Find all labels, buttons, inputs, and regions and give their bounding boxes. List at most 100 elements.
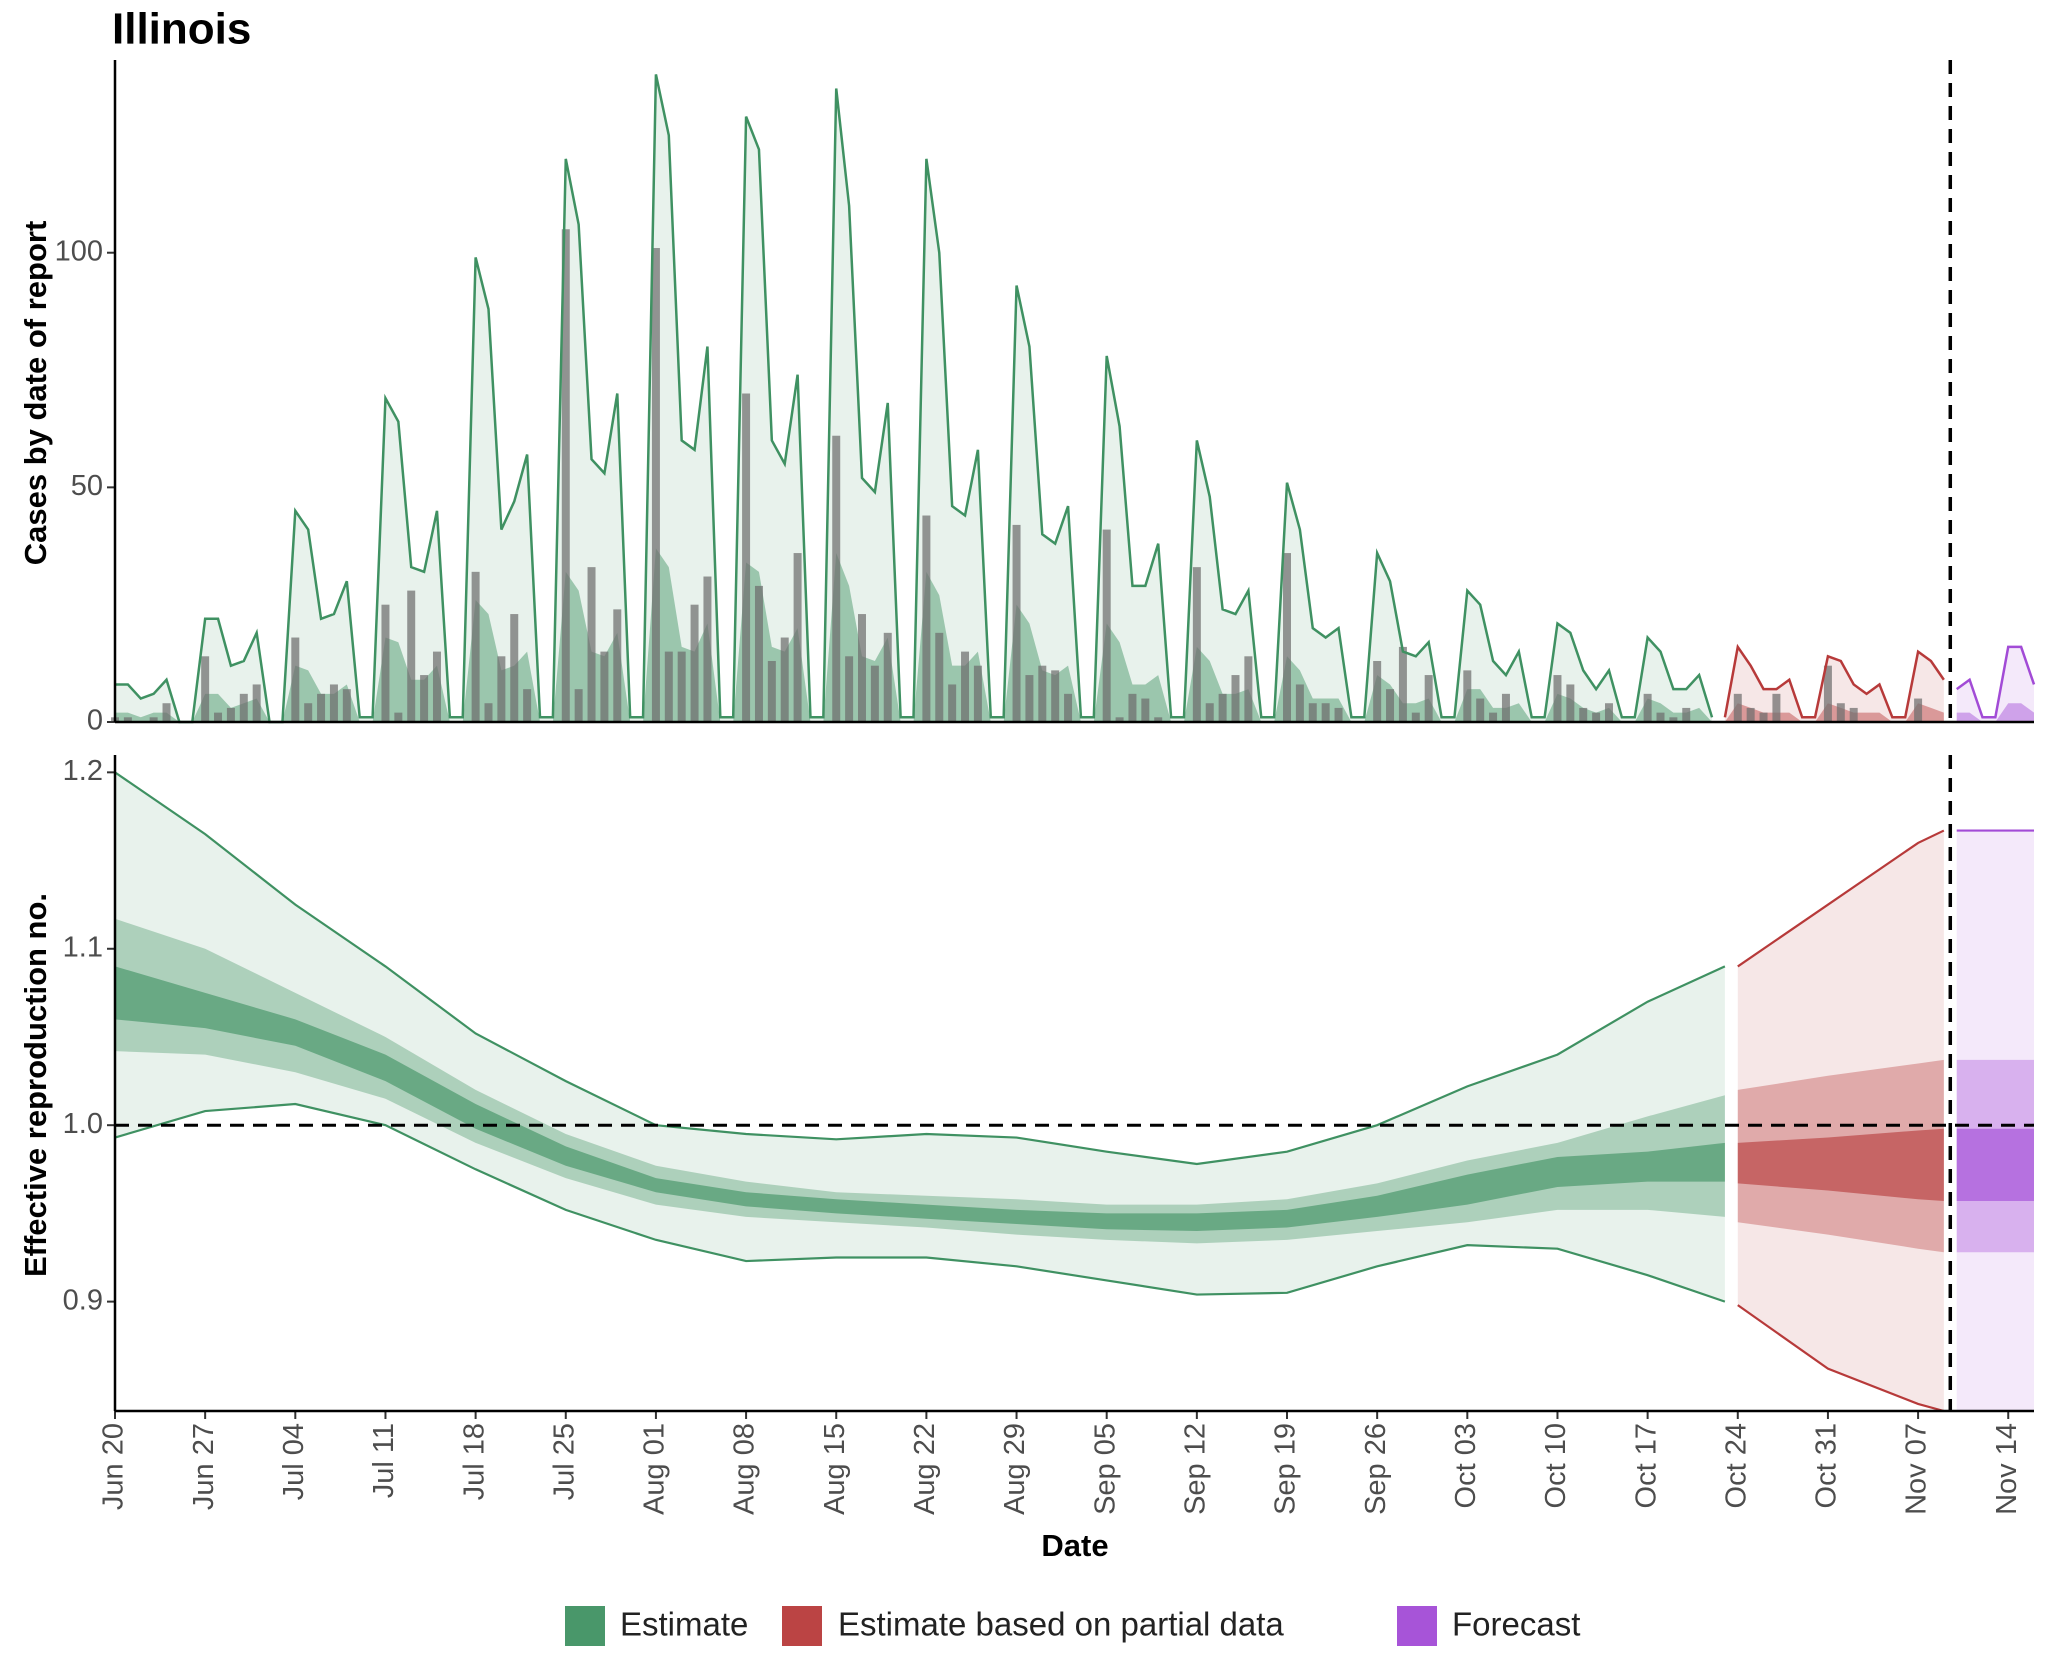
x-tick-label: Nov 14 [1991, 1423, 2023, 1515]
y-tick-label: 1.2 [63, 755, 103, 787]
bar [1218, 693, 1227, 722]
bar [1476, 698, 1485, 722]
bar [1373, 660, 1382, 722]
bar [484, 703, 493, 722]
x-tick-label: Aug 08 [729, 1423, 761, 1515]
bar [510, 614, 519, 722]
y-tick-label: 0.9 [63, 1284, 103, 1316]
bar [1115, 717, 1124, 722]
bar [651, 248, 660, 722]
bar [420, 675, 429, 722]
bar [948, 684, 957, 722]
bar [239, 693, 248, 722]
upper-band [115, 74, 1713, 722]
bar [574, 689, 583, 722]
bar [587, 567, 596, 722]
bar [1205, 703, 1214, 722]
bar [226, 707, 235, 722]
bar [317, 693, 326, 722]
bar [1489, 712, 1498, 722]
bar [1463, 670, 1472, 722]
bar [1592, 712, 1601, 722]
ci-edge [114, 1102, 1726, 1303]
bar [252, 684, 261, 722]
x-tick-label: Oct 17 [1630, 1423, 1662, 1508]
bar [1025, 675, 1034, 722]
bar [291, 637, 300, 722]
bar [1759, 712, 1768, 722]
bar [1386, 689, 1395, 722]
bar [1501, 693, 1510, 722]
bar [703, 576, 712, 722]
x-tick-label: Jun 20 [98, 1423, 130, 1510]
bar [767, 660, 776, 722]
ci-band-20 [1956, 1128, 2034, 1202]
ci-band-20 [115, 966, 1725, 1232]
x-tick-label: Aug 22 [909, 1423, 941, 1515]
x-tick-label: Aug 15 [819, 1423, 851, 1515]
bar [832, 435, 841, 722]
y-axis-label: Cases by date of report [18, 221, 53, 566]
bar [870, 665, 879, 722]
bar [883, 632, 892, 722]
bar [1154, 717, 1163, 722]
bar [1733, 693, 1742, 722]
bar [961, 651, 970, 722]
bar [1308, 703, 1317, 722]
bar [201, 656, 210, 722]
ci-band-90 [1956, 830, 2034, 1411]
ci-band-90 [1737, 830, 1944, 1411]
bar [1579, 707, 1588, 722]
bar [1231, 675, 1240, 722]
bar [600, 651, 609, 722]
x-tick-label: Oct 03 [1450, 1423, 1482, 1508]
median-band [1956, 703, 2034, 722]
bar [1746, 707, 1755, 722]
x-tick-label: Sep 12 [1180, 1423, 1212, 1515]
bar [973, 665, 982, 722]
legend-label: Estimate based on partial data [838, 1606, 1284, 1643]
x-tick-label: Aug 29 [999, 1423, 1031, 1515]
bar [162, 703, 171, 722]
legend-label: Estimate [620, 1606, 748, 1643]
y-tick-label: 1.0 [63, 1108, 103, 1140]
ci-band-50 [115, 918, 1725, 1244]
ci-edge [114, 771, 1726, 1166]
bar [1141, 698, 1150, 722]
bar [1283, 553, 1291, 722]
y-axis-label: Effective reproduction no. [18, 893, 53, 1277]
bar [1669, 717, 1678, 722]
bar [342, 689, 351, 722]
bar [1128, 693, 1137, 722]
bar [690, 604, 699, 722]
x-tick-label: Jul 18 [458, 1423, 490, 1500]
ci-edge [1737, 829, 1945, 968]
x-tick-label: Oct 24 [1720, 1423, 1752, 1508]
bar [1244, 656, 1253, 722]
bar [394, 712, 403, 722]
y-tick-label: 50 [71, 470, 103, 502]
bar [1604, 703, 1613, 722]
bar [780, 637, 789, 722]
bar [149, 717, 158, 722]
bar [471, 571, 480, 722]
bar [407, 590, 416, 722]
x-tick-label: Jun 27 [188, 1423, 220, 1510]
bar [1424, 675, 1433, 722]
bar [1102, 529, 1111, 722]
upper-line [1955, 645, 2036, 719]
bar [1051, 670, 1060, 722]
bar [1012, 524, 1021, 722]
bar [1192, 567, 1201, 722]
bar [1836, 703, 1845, 722]
ci-edge [1737, 1304, 1945, 1413]
bar [742, 393, 751, 722]
bar [845, 656, 854, 722]
bar [1295, 684, 1304, 722]
bar [1772, 693, 1781, 722]
bar [793, 553, 802, 722]
upper-line [115, 74, 1714, 724]
bar [922, 515, 931, 722]
legend-swatch [565, 1606, 605, 1646]
x-tick-label: Oct 10 [1540, 1423, 1572, 1508]
